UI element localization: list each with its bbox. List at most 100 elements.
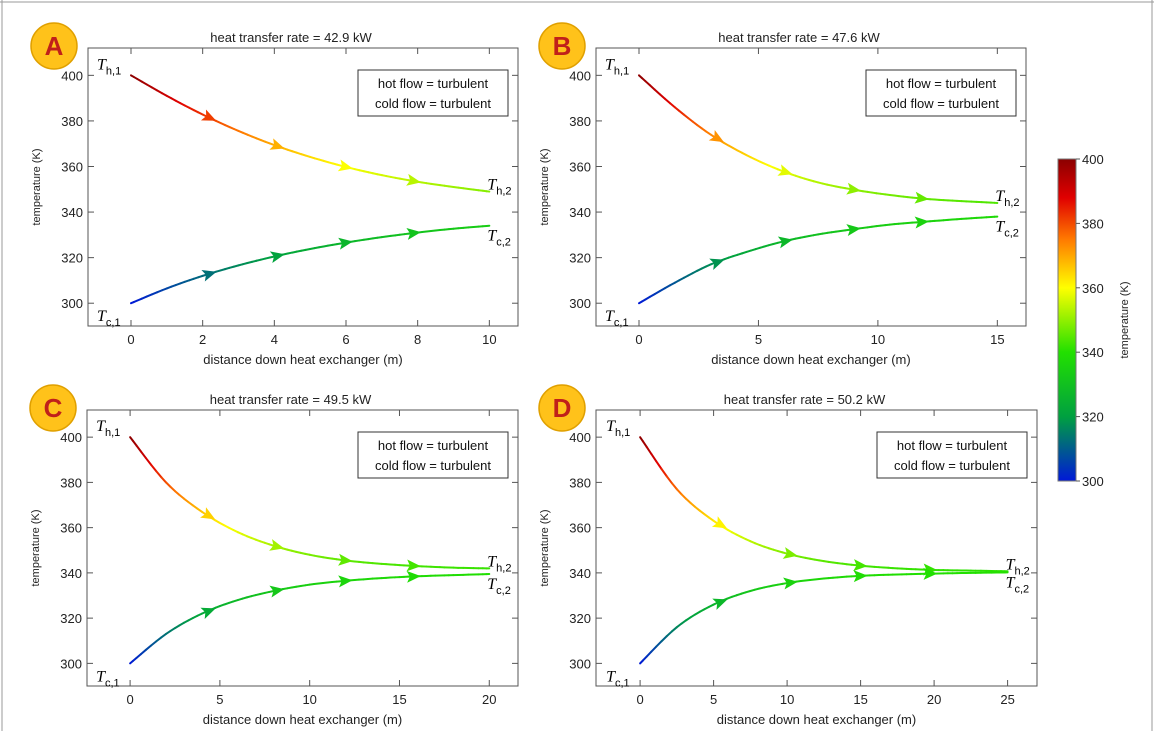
hot-inlet-label: Th,1	[605, 56, 629, 77]
hot-flow-segment	[131, 439, 138, 447]
y-tick-label: 320	[61, 251, 83, 266]
panel-letter: D	[553, 393, 572, 423]
x-tick-label: 10	[780, 692, 794, 707]
cold-flow-arrow	[338, 237, 353, 250]
y-axis-label: temperature (K)	[30, 509, 42, 586]
cold-flow-arrow	[200, 607, 216, 619]
y-tick-label: 320	[569, 611, 591, 626]
hot-flow-segment	[653, 88, 661, 96]
panel-letter: A	[45, 31, 64, 61]
y-tick-label: 400	[569, 430, 591, 445]
hot-flow-segment	[655, 460, 663, 470]
hot-flow-segment	[149, 463, 158, 473]
hot-flow-arrow	[338, 553, 353, 566]
y-tick-label: 400	[569, 68, 591, 83]
hot-flow-segment	[680, 493, 688, 500]
x-axis-label: distance down heat exchanger (m)	[203, 352, 402, 367]
cold-inlet-label: Tc,1	[97, 308, 121, 329]
x-axis-label: distance down heat exchanger (m)	[711, 352, 910, 367]
cold-flow-segment	[645, 650, 653, 658]
x-tick-label: 0	[126, 692, 133, 707]
cold-flow-segment	[660, 635, 668, 643]
y-tick-label: 300	[60, 656, 82, 671]
legend-text: cold flow = turbulent	[894, 458, 1010, 473]
hot-flow-arrow	[406, 173, 421, 186]
cold-flow-segment	[655, 640, 663, 648]
y-tick-label: 340	[569, 566, 591, 581]
cold-flow-segment	[155, 636, 163, 643]
cold-outlet-label: Tc,2	[995, 219, 1019, 240]
legend-box	[876, 431, 1028, 479]
y-tick-label: 340	[569, 205, 591, 220]
hot-flow-segment	[645, 445, 653, 455]
cold-inlet-label: Tc,1	[606, 668, 630, 689]
y-tick-label: 360	[569, 159, 591, 174]
y-tick-label: 360	[569, 521, 591, 536]
legend-text: cold flow = turbulent	[375, 96, 491, 111]
hot-flow-arrow	[846, 182, 861, 195]
cold-flow-segment	[671, 626, 678, 633]
legend-text: hot flow = turbulent	[378, 438, 489, 453]
colorbar-tick-label: 360	[1082, 281, 1104, 296]
cold-flow-arrow	[846, 224, 861, 236]
y-tick-label: 400	[60, 430, 82, 445]
x-tick-label: 6	[342, 332, 349, 347]
legend-text: hot flow = turbulent	[886, 76, 997, 91]
hot-flow-arrow	[269, 539, 285, 551]
hot-flow-segment	[650, 452, 658, 463]
panel-letter: C	[44, 393, 63, 423]
colorbar-tick-label: 340	[1082, 345, 1104, 360]
hot-flow-series	[129, 436, 491, 572]
x-tick-label: 4	[271, 332, 278, 347]
hot-flow-series	[130, 74, 491, 193]
cold-flow-segment	[149, 640, 158, 647]
cold-flow-series	[129, 570, 491, 665]
x-tick-label: 10	[302, 692, 316, 707]
cold-flow-arrow	[338, 575, 353, 588]
colorbar-gradient	[1057, 158, 1077, 482]
x-tick-label: 0	[636, 692, 643, 707]
x-tick-label: 10	[871, 332, 885, 347]
y-tick-label: 340	[61, 205, 83, 220]
hot-flow-arrow	[914, 191, 930, 204]
cold-outlet-label: Tc,2	[487, 576, 511, 597]
x-tick-label: 10	[482, 332, 496, 347]
y-axis-label: temperature (K)	[31, 148, 43, 225]
hot-flow-arrow	[711, 516, 728, 529]
hot-flow-segment	[165, 481, 172, 488]
x-tick-label: 5	[710, 692, 717, 707]
legend-box	[865, 69, 1017, 117]
y-tick-label: 300	[569, 296, 591, 311]
legend-text: cold flow = turbulent	[375, 458, 491, 473]
x-axis-label: distance down heat exchanger (m)	[203, 712, 402, 727]
hot-flow-segment	[685, 497, 692, 505]
hot-flow-segment	[660, 467, 668, 478]
y-tick-label: 340	[60, 566, 82, 581]
y-tick-label: 320	[60, 611, 82, 626]
cold-flow-arrow	[853, 570, 868, 583]
y-axis-label: temperature (K)	[539, 509, 551, 586]
cold-flow-segment	[139, 648, 147, 656]
colorbar-tick-label: 380	[1082, 216, 1104, 231]
y-tick-label: 300	[569, 656, 591, 671]
x-tick-label: 15	[990, 332, 1004, 347]
cold-flow-series	[639, 567, 1009, 665]
panel-a: 0 2 4 6 8 10 300 320 340 360 380 400 distance down h…	[30, 22, 519, 367]
cold-flow-segment	[144, 644, 152, 651]
cold-inlet-label: Tc,1	[605, 308, 629, 329]
y-tick-label: 380	[60, 475, 82, 490]
hot-inlet-label: Th,1	[606, 418, 630, 439]
panel-title: heat transfer rate = 47.6 kW	[718, 30, 880, 45]
hot-outlet-label: Th,2	[995, 188, 1019, 209]
hot-flow-arrow	[708, 130, 724, 143]
panel-badge	[538, 384, 586, 432]
hot-flow-segment	[658, 93, 667, 100]
hot-outlet-label: Th,2	[487, 553, 511, 574]
x-tick-label: 15	[853, 692, 867, 707]
hot-inlet-label: Th,1	[97, 56, 121, 77]
hot-flow-arrow	[853, 559, 868, 572]
y-tick-label: 360	[60, 521, 82, 536]
panel-letter: B	[553, 31, 572, 61]
cold-flow-arrow	[712, 598, 728, 610]
